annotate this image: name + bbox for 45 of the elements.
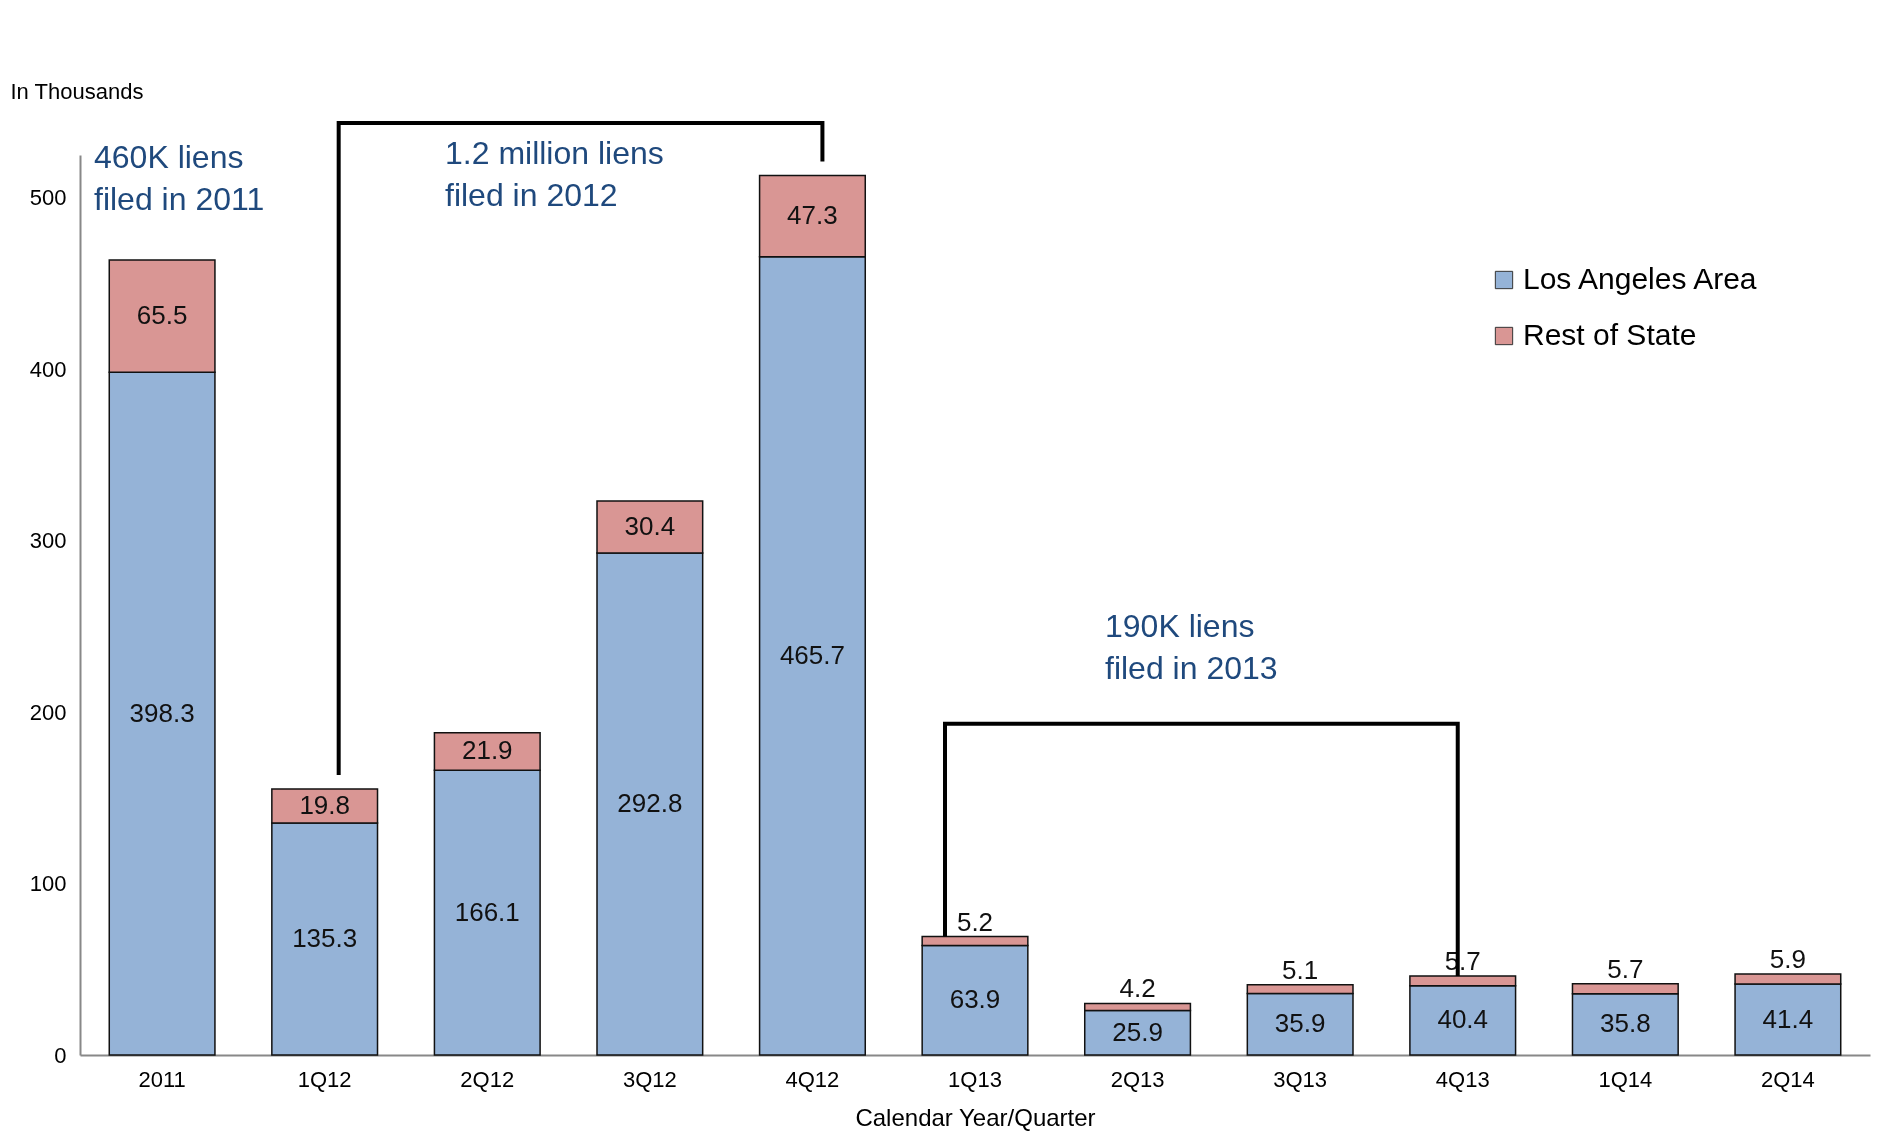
x-tick-label: 1Q12 [297, 1066, 352, 1092]
data-label: 5.9 [1769, 943, 1806, 974]
x-axis-title: Calendar Year/Quarter [855, 1103, 1096, 1131]
data-label: 166.1 [454, 896, 520, 927]
x-tick-label: 2Q14 [1760, 1066, 1815, 1092]
data-label: 135.3 [292, 923, 358, 954]
x-tick-label: 2Q13 [1110, 1066, 1165, 1092]
y-tick-label: 500 [29, 185, 67, 211]
data-label: 21.9 [461, 735, 513, 766]
data-label: 19.8 [299, 790, 350, 821]
data-label: 63.9 [949, 984, 1001, 1015]
data-label: 35.9 [1274, 1008, 1326, 1039]
y-tick-label: 200 [29, 699, 67, 725]
x-tick-label: 3Q12 [622, 1066, 677, 1092]
data-label: 292.8 [617, 788, 683, 819]
y-tick-label: 400 [29, 356, 67, 382]
x-tick-label: 4Q13 [1435, 1066, 1490, 1092]
data-label: 65.5 [136, 300, 188, 331]
x-tick-label: 1Q14 [1598, 1066, 1653, 1092]
x-tick-label: 1Q13 [948, 1066, 1002, 1092]
data-label: 25.9 [1112, 1016, 1163, 1047]
y-tick-label: 300 [29, 528, 67, 554]
x-tick-label: 3Q13 [1273, 1066, 1328, 1092]
annotation: 1.2 million liens filed in 2012 [445, 135, 664, 213]
x-tick-label: 4Q12 [785, 1066, 840, 1092]
annotation: 190K liens filed in 2013 [1105, 608, 1278, 687]
data-label: 35.8 [1600, 1008, 1651, 1039]
data-label: 398.3 [129, 697, 195, 728]
data-label: 5.1 [1282, 954, 1319, 985]
y-axis-title: In Thousands [10, 78, 144, 104]
data-label: 41.4 [1762, 1003, 1814, 1034]
data-label: 5.2 [956, 906, 994, 937]
legend-label: Los Angeles Area [1523, 262, 1757, 295]
annotation: 460K liens filed in 2011 [94, 139, 265, 217]
data-label: 5.7 [1607, 953, 1644, 984]
x-tick-label: 2011 [138, 1066, 186, 1092]
data-label: 465.7 [779, 639, 845, 670]
y-tick-label: 100 [29, 871, 67, 897]
data-label: 47.3 [787, 200, 838, 231]
data-label: 30.4 [624, 511, 676, 541]
data-label: 4.2 [1119, 973, 1156, 1004]
legend-label: Rest of State [1523, 318, 1697, 351]
x-tick-label: 2Q12 [460, 1066, 515, 1092]
y-tick-label: 0 [54, 1042, 67, 1068]
data-label: 40.4 [1437, 1004, 1489, 1035]
